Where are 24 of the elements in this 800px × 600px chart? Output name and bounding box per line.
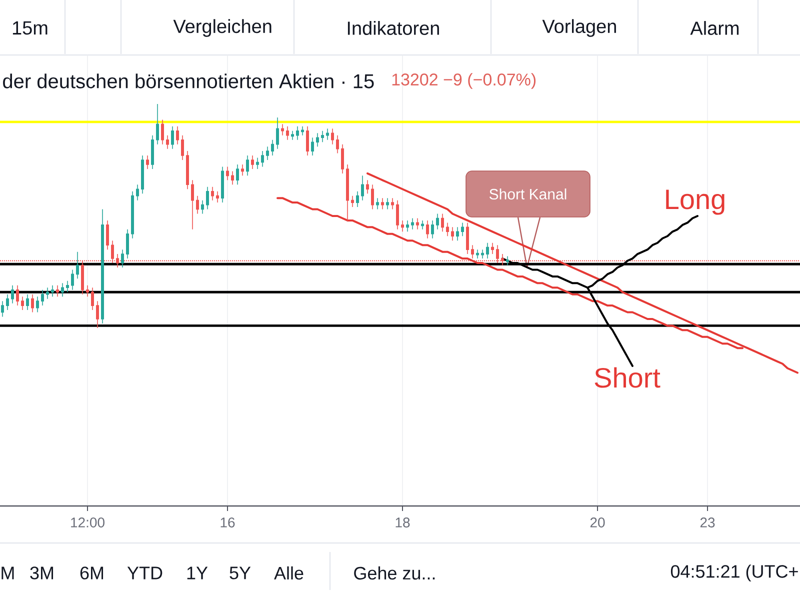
x-tick-label: 18 xyxy=(396,518,410,528)
annotation: Short Kanal xyxy=(489,188,566,200)
text: M xyxy=(2,566,14,580)
text: 5Y xyxy=(230,566,251,580)
x-tick-label: 16 xyxy=(220,518,235,528)
text: 6M xyxy=(80,566,104,580)
text: Alle xyxy=(274,566,304,580)
chart-title: der deutschen börsennotierten Aktien · 15 xyxy=(3,74,374,88)
text: 1Y xyxy=(187,566,208,580)
x-tick-label: 23 xyxy=(700,518,715,528)
text: Indikatoren xyxy=(348,21,439,35)
annotation: Long xyxy=(666,190,724,215)
text: Vorlagen xyxy=(542,19,616,37)
text: Alarm xyxy=(690,21,739,35)
text: 04:51:21 (UTC+ xyxy=(670,564,798,582)
annotation: Short xyxy=(594,367,660,388)
x-tick-label: 12:00 xyxy=(71,518,104,528)
text: YTD xyxy=(127,566,162,580)
x-tick-label: 20 xyxy=(590,518,605,528)
text: 15m xyxy=(12,21,48,35)
text: 3M xyxy=(30,566,54,580)
text: Gehe zu... xyxy=(354,566,435,580)
chart-subtitle: 13202 −9 (−0.07%) xyxy=(392,73,536,89)
text: Vergleichen xyxy=(173,19,272,37)
